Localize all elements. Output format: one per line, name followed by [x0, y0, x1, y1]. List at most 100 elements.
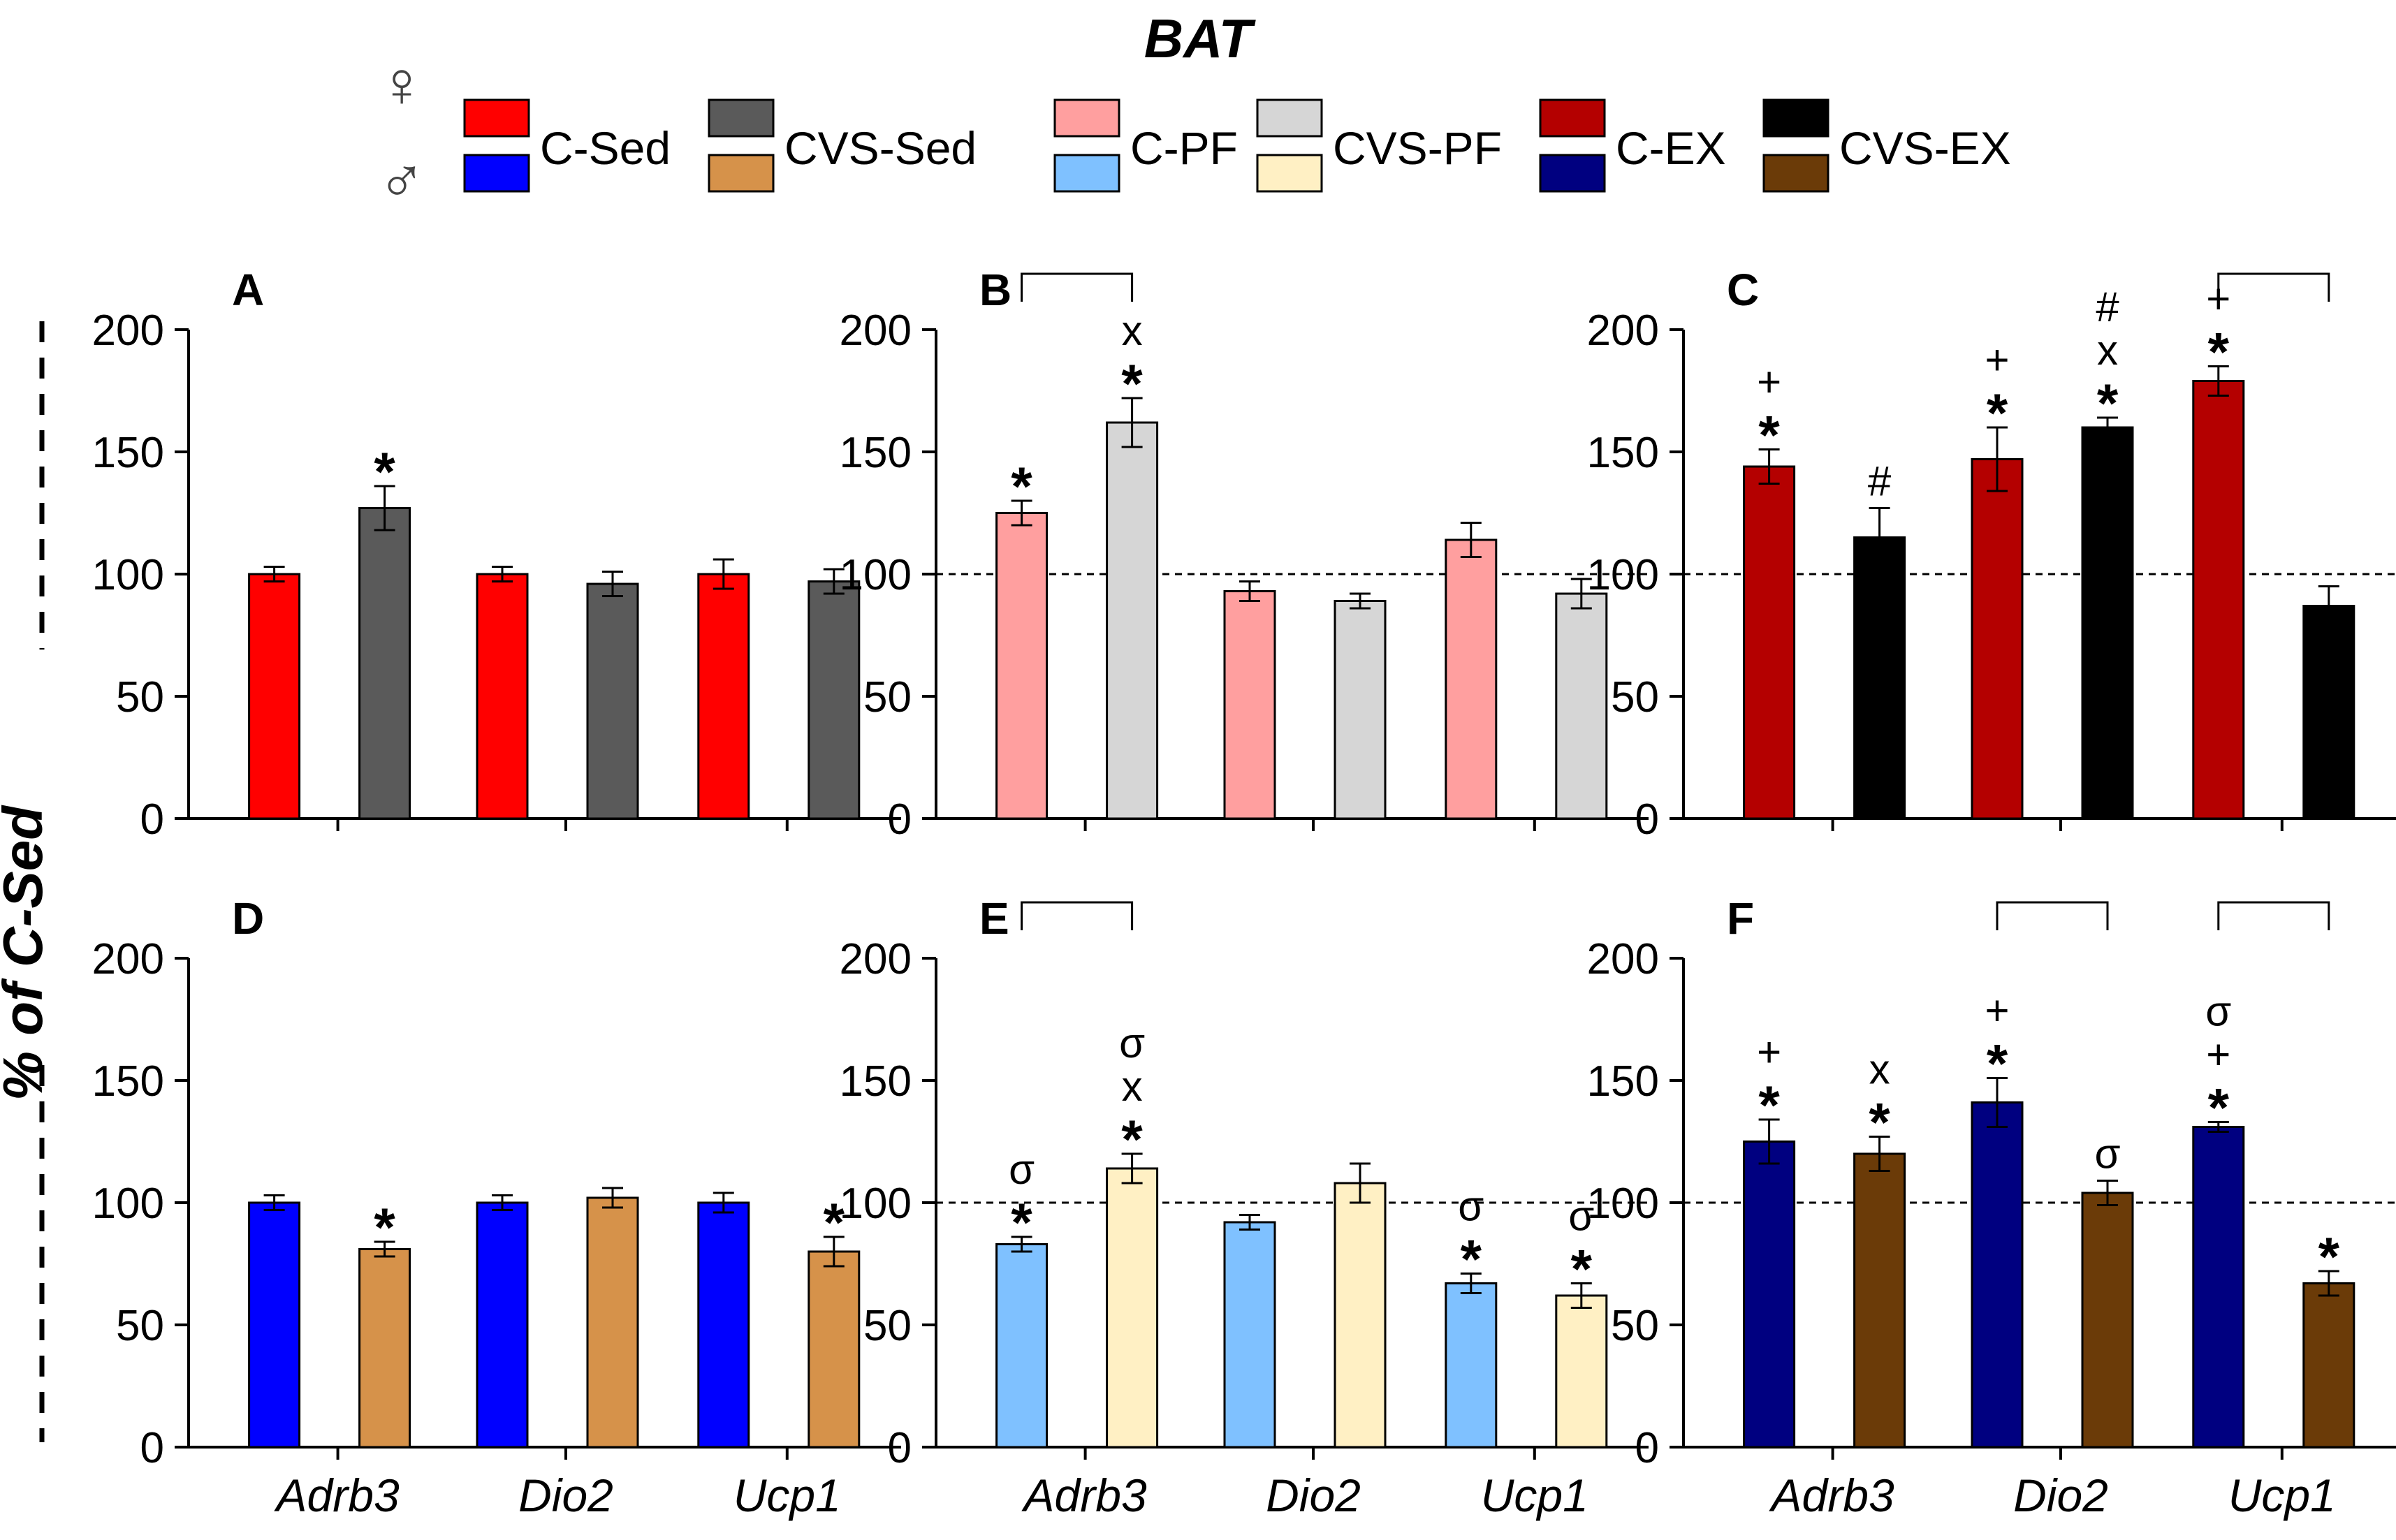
- legend-swatch-female: [1256, 98, 1323, 138]
- bar: [1853, 1152, 1906, 1449]
- y-tick-label: 100: [92, 1180, 164, 1228]
- bar: [1971, 1101, 2024, 1449]
- bar: [808, 1250, 861, 1449]
- y-tick-label: 200: [92, 935, 164, 983]
- x-tick-label: Ucp1: [1481, 1469, 1588, 1521]
- significance-mark: *: [1011, 455, 1032, 517]
- x-tick-label: Dio2: [1266, 1469, 1361, 1521]
- significance-mark: σ: [1458, 1183, 1484, 1230]
- significance-mark: *: [2208, 1077, 2230, 1138]
- bar: [697, 573, 750, 820]
- legend-swatch-female: [463, 98, 530, 138]
- significance-mark: *: [1121, 353, 1143, 414]
- male-symbol-icon: ♂: [378, 145, 426, 217]
- panel-label: D: [232, 893, 264, 944]
- bar: [358, 1248, 411, 1449]
- significance-mark: +: [1985, 988, 2009, 1034]
- global-ylabel: % of C-Sed: [0, 321, 54, 1442]
- significance-mark: σ: [2094, 1131, 2120, 1178]
- y-tick-label: 100: [840, 551, 912, 599]
- significance-mark: *: [1121, 1108, 1143, 1170]
- y-tick-label: 50: [116, 673, 164, 721]
- significance-mark: #: [1868, 458, 1892, 505]
- bar: [1223, 1221, 1276, 1449]
- bar: [248, 573, 301, 820]
- comparison-bracket: [1021, 272, 1134, 302]
- y-tick-label: 150: [1587, 429, 1659, 477]
- y-tick-label: 150: [840, 429, 912, 477]
- bar: [1445, 538, 1498, 820]
- y-tick-label: 100: [1587, 1180, 1659, 1228]
- y-tick-label: 0: [140, 1424, 164, 1472]
- panel-label: E: [979, 893, 1009, 944]
- y-tick-label: 50: [1611, 673, 1659, 721]
- y-tick-label: 200: [92, 307, 164, 355]
- legend-swatch-female: [1539, 98, 1606, 138]
- x-tick-label: Ucp1: [733, 1469, 841, 1521]
- y-tick-label: 50: [863, 1302, 912, 1350]
- significance-mark: x: [2097, 327, 2118, 374]
- significance-mark: *: [2318, 1226, 2340, 1287]
- y-tick-label: 200: [1587, 307, 1659, 355]
- bar: [248, 1201, 301, 1449]
- significance-mark: *: [1987, 1033, 2008, 1094]
- legend-label: C-Sed: [540, 122, 671, 174]
- y-tick-label: 0: [140, 795, 164, 844]
- bar: [1971, 458, 2024, 820]
- y-tick-label: 0: [1635, 795, 1659, 844]
- panel-D: D 0 50 100 150 200 Adrb3 Dio2 Ucp1 * *: [92, 893, 901, 1521]
- bar: [586, 582, 639, 820]
- significance-mark: +: [1757, 359, 1781, 406]
- x-tick-label: Ucp1: [2228, 1469, 2336, 1521]
- bar: [476, 1201, 529, 1449]
- significance-mark: *: [2208, 321, 2230, 383]
- legend-swatch-male: [1762, 154, 1829, 193]
- y-tick-label: 100: [92, 551, 164, 599]
- legend-label: CVS-PF: [1333, 122, 1502, 174]
- panel-A: A 0 50 100 150 200 *: [92, 265, 901, 844]
- legend-swatch-male: [708, 154, 775, 193]
- panel-label: B: [979, 265, 1011, 315]
- y-tick-label: 0: [888, 795, 912, 844]
- legend-swatch-male: [463, 154, 530, 193]
- significance-mark: +: [1985, 337, 2009, 383]
- panel-label: F: [1727, 893, 1754, 944]
- legend: ♀ ♂ C-Sed CVS-Sed C-PF CVS-PF C-EX CVS-EX: [378, 49, 2011, 217]
- significance-mark: σ: [2205, 988, 2231, 1035]
- legend-label: CVS-Sed: [784, 122, 977, 174]
- y-tick-label: 150: [92, 429, 164, 477]
- bar: [1445, 1282, 1498, 1449]
- panel-label: C: [1727, 265, 1759, 315]
- y-tick-label: 200: [1587, 935, 1659, 983]
- significance-mark: σ: [1119, 1020, 1145, 1066]
- significance-mark: x: [1122, 1063, 1143, 1110]
- bar: [995, 512, 1049, 820]
- y-axis-title: % of C-Sed: [0, 805, 54, 1101]
- legend-swatch-female: [708, 98, 775, 138]
- bar: [2192, 380, 2245, 820]
- y-tick-label: 100: [1587, 551, 1659, 599]
- significance-mark: *: [2097, 372, 2119, 434]
- significance-mark: +: [2206, 1032, 2230, 1078]
- bar: [2302, 1282, 2355, 1449]
- comparison-bracket: [2217, 901, 2330, 930]
- y-tick-label: 150: [1587, 1057, 1659, 1106]
- bar: [1334, 1182, 1387, 1449]
- y-tick-label: 50: [863, 673, 912, 721]
- significance-mark: σ: [1568, 1193, 1594, 1240]
- significance-mark: *: [374, 1196, 395, 1258]
- legend-swatch-female: [1762, 98, 1829, 138]
- bar: [1853, 536, 1906, 820]
- comparison-bracket: [1996, 901, 2109, 930]
- y-tick-label: 100: [840, 1180, 912, 1228]
- x-tick-label: Adrb3: [1769, 1469, 1894, 1521]
- bar: [2081, 1191, 2134, 1449]
- bar: [1743, 1141, 1796, 1449]
- panels: A050100150200*B050100150200**xC050100150…: [92, 265, 2396, 1521]
- bar: [1743, 465, 1796, 820]
- bar: [1555, 1294, 1608, 1449]
- bar: [476, 573, 529, 820]
- bar: [1555, 592, 1608, 820]
